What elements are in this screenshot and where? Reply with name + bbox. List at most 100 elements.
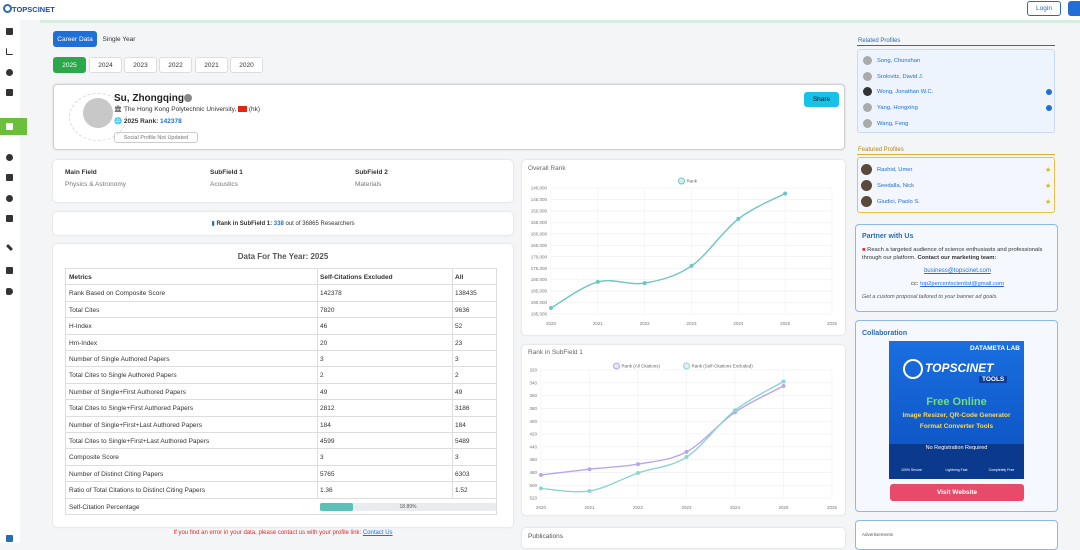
avatar	[861, 180, 872, 191]
award-icon[interactable]	[6, 69, 13, 76]
partner-box: Partner with Us ■ Reach a targeted audie…	[855, 224, 1058, 312]
profile-link[interactable]: Giudici, Paolo S.	[877, 199, 920, 205]
x-tick-label: 2022	[640, 321, 651, 326]
table-header-cell: All	[455, 274, 464, 281]
info-icon[interactable]	[6, 195, 13, 202]
user-check-icon[interactable]	[6, 89, 13, 96]
profile-link[interactable]: Song, Chunshan	[877, 58, 921, 64]
table-row	[66, 449, 496, 466]
table-cell: Number of Single+First Authored Papers	[69, 388, 186, 396]
year-button[interactable]: 2025	[53, 57, 86, 73]
profile-link[interactable]: Srolovitz, David J.	[877, 73, 924, 80]
featured-title: Featured Profiles	[858, 147, 904, 153]
year-button[interactable]: 2020	[230, 57, 263, 73]
profile-link[interactable]: Wang, Feng	[877, 120, 909, 127]
x-tick-label: 2020	[546, 321, 557, 326]
table-cell: 7820	[320, 306, 335, 314]
verified-icon	[184, 94, 192, 102]
ad-feature: Completely Free	[988, 468, 1015, 472]
contact-link[interactable]: Contact Us	[362, 530, 393, 536]
point	[636, 462, 640, 467]
tab[interactable]: Single Year	[102, 35, 136, 43]
logo[interactable]: TOPSCINET	[12, 5, 55, 14]
table-row-start	[66, 384, 67, 400]
year-button[interactable]: 2024	[89, 57, 122, 73]
chart-icon[interactable]	[6, 48, 13, 55]
table-row-start	[66, 285, 67, 301]
publications-title: Publications	[528, 533, 564, 540]
field-label: Main Field	[65, 169, 97, 176]
card-icon[interactable]	[6, 174, 13, 181]
mail-icon[interactable]	[6, 215, 13, 222]
avatar	[863, 56, 872, 65]
cc-email[interactable]: top2percentscientist@gmail.com	[920, 281, 1004, 287]
x-tick-label: 2024	[733, 321, 744, 326]
table-cell: 23	[455, 339, 463, 347]
line	[540, 380, 784, 493]
cc-label: cc:	[911, 281, 919, 287]
user-button[interactable]	[1068, 1, 1080, 16]
avatar	[861, 164, 872, 175]
point	[684, 449, 689, 454]
help-icon[interactable]	[6, 154, 13, 161]
table-cell: 3	[455, 454, 459, 462]
ad-brand: DATAMETA LAB	[970, 345, 1020, 352]
table-row-start	[66, 400, 67, 416]
logo-icon	[3, 4, 12, 13]
profile-link[interactable]: Rashid, Umer	[877, 167, 913, 173]
ad-line: Format Converter Tools	[919, 423, 994, 430]
point	[595, 279, 600, 284]
table-divider	[452, 449, 453, 466]
year-button[interactable]: 2021	[195, 57, 228, 73]
share-button[interactable]: Share	[804, 92, 839, 107]
ad-banner[interactable]: DATAMETA LAB TOPSCINET TOOLS Free Online…	[889, 341, 1024, 479]
table-divider	[317, 318, 318, 335]
rank-value[interactable]: 142378	[160, 118, 182, 125]
year-button[interactable]: 2023	[124, 57, 157, 73]
profile-link[interactable]: Seedalla, Nick	[877, 183, 915, 189]
progress-bar	[320, 502, 354, 511]
subfield-rank-card: Rank in SubField 1 320 340 360 380 400 420 440…	[522, 345, 845, 515]
rank-line: 🌐 2025 Rank: 142378	[114, 118, 182, 125]
point	[733, 408, 737, 413]
table-divider	[452, 367, 453, 384]
partner-email[interactable]: business@topscinet.com	[924, 268, 991, 274]
progress-label: 18.89%	[399, 503, 417, 510]
point	[736, 216, 741, 221]
collapse-icon[interactable]	[6, 535, 13, 542]
legend-label: Rank (Self-Citations Excluded)	[692, 364, 754, 369]
table-cell: 2812	[320, 405, 335, 413]
table-cell: 184	[320, 421, 331, 429]
users-icon	[6, 123, 13, 130]
subfield-rank-label: Rank in SubField 1:	[216, 221, 273, 227]
y-tick-label: 500	[529, 483, 537, 488]
tool-icon[interactable]	[5, 243, 14, 252]
related-title: Related Profiles	[858, 38, 901, 44]
table-row	[66, 285, 496, 302]
visit-button[interactable]: Visit Website	[890, 484, 1024, 501]
subfield-rank: ▮ Rank in SubField 1: 338 out of 36865 R…	[211, 221, 355, 227]
login-button[interactable]: Login	[1027, 1, 1061, 16]
point	[783, 191, 788, 196]
year-button[interactable]: 2022	[159, 57, 192, 73]
avatar	[863, 103, 872, 113]
sidebar	[0, 20, 27, 543]
verified-icon	[1046, 89, 1052, 96]
table-cell: Total Cites to Single Authored Papers	[69, 372, 177, 380]
legend-marker	[678, 177, 685, 185]
profile-link[interactable]: Wong, Jonathan W.C.	[877, 89, 934, 96]
home-icon[interactable]	[6, 28, 13, 35]
collaboration-title: Collaboration	[862, 330, 908, 337]
table-cell: 1.52	[455, 487, 468, 495]
table-divider	[452, 269, 453, 286]
tag-icon[interactable]	[6, 288, 13, 295]
table-divider	[317, 383, 318, 401]
profile-link[interactable]: Yang, Hongxing	[877, 105, 918, 112]
data-table: Metrics Self-Citations Excluded All Rank Ba…	[65, 268, 497, 515]
table-divider	[452, 383, 453, 401]
y-tick-label: 460	[529, 457, 537, 462]
active-menu[interactable]	[0, 118, 27, 135]
tab-active[interactable]: Career Data	[53, 31, 97, 47]
briefcase-icon[interactable]	[6, 267, 13, 274]
legend-label: Rank	[687, 179, 698, 184]
